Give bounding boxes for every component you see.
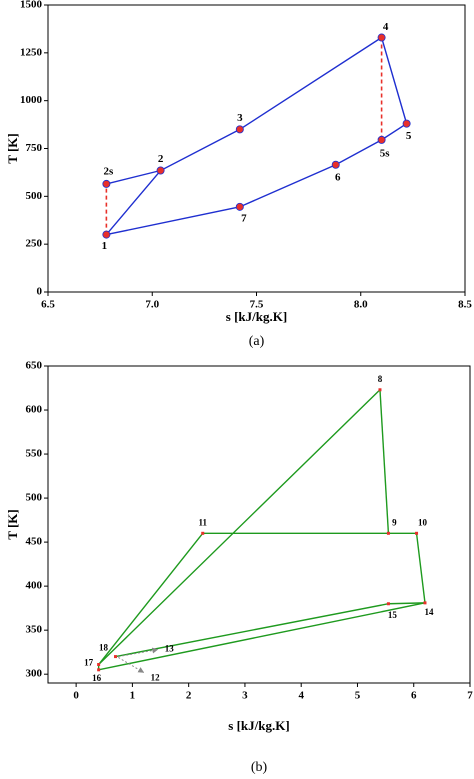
point-label: 15 — [388, 610, 398, 620]
point-label: 7 — [241, 212, 247, 224]
y-tick-label: 250 — [26, 238, 43, 250]
point-label: 3 — [237, 112, 243, 124]
x-tick-label: 7.5 — [250, 299, 264, 311]
y-tick-label: 1250 — [20, 46, 43, 58]
y-tick-label: 650 — [26, 360, 43, 372]
y-tick-label: 0 — [37, 286, 43, 298]
cycle-line — [97, 389, 426, 671]
point-label: 1 — [102, 240, 108, 252]
cycle-line — [98, 532, 204, 665]
state-point — [235, 125, 244, 134]
point-label: 14 — [424, 607, 434, 617]
x-tick-label: 8.5 — [458, 299, 472, 311]
x-tick-label: 5 — [355, 690, 361, 702]
point-label: 11 — [198, 517, 207, 527]
y-tick-label: 750 — [26, 142, 43, 154]
y-tick-label: 500 — [26, 492, 43, 504]
point-label: 2s — [103, 165, 114, 177]
y-tick-label: 1500 — [20, 0, 43, 11]
x-tick-label: 6.5 — [41, 299, 55, 311]
state-point — [235, 202, 244, 211]
state-point — [201, 531, 205, 535]
state-point — [331, 160, 340, 169]
cycle-line — [115, 602, 426, 658]
arrow — [118, 647, 159, 658]
state-point — [97, 663, 101, 667]
y-tick-label: 600 — [26, 404, 43, 416]
chart: 6.5 7.0 7.5 8.0 8.5 0 250 500 750 1000 1250 1500 s [… — [5, 0, 472, 349]
state-point — [378, 388, 382, 392]
state-point — [102, 179, 111, 188]
plot-frame — [47, 4, 466, 293]
state-point — [386, 602, 390, 606]
x-axis-label: s [kJ/kg.K] — [228, 718, 289, 733]
cycle-line — [379, 389, 390, 534]
caption: (b) — [251, 760, 268, 775]
x-tick-label: 1 — [130, 690, 136, 702]
x-tick-label: 7 — [467, 690, 473, 702]
arrow-label: 13 — [165, 644, 175, 654]
arrow — [118, 657, 145, 673]
y-tick-label: 300 — [26, 668, 43, 680]
x-axis-label: s [kJ/kg.K] — [226, 309, 287, 324]
state-point — [402, 119, 411, 128]
state-point — [415, 531, 419, 535]
state-point — [423, 601, 427, 605]
x-tick-label: 4 — [298, 690, 304, 702]
point-label: 17 — [84, 658, 94, 668]
plot-frame — [47, 365, 471, 684]
point-label: 2 — [158, 153, 164, 165]
point-label: 16 — [92, 673, 102, 683]
point-label: 10 — [418, 517, 428, 527]
y-tick-label: 550 — [26, 448, 43, 460]
x-tick-label: 7.0 — [145, 299, 159, 311]
x-tick-label: 6 — [411, 690, 417, 702]
state-point — [377, 33, 386, 42]
arrow-label: 12 — [151, 672, 161, 682]
x-tick-label: 8.0 — [354, 299, 368, 311]
y-axis-label: T [K] — [5, 509, 20, 539]
state-point — [377, 135, 386, 144]
state-point — [386, 531, 390, 535]
point-label: 18 — [99, 643, 109, 653]
x-tick-label: 0 — [73, 690, 79, 702]
point-label: 5 — [406, 130, 412, 142]
point-label: 8 — [378, 374, 383, 384]
y-tick-label: 500 — [26, 190, 43, 202]
y-tick-label: 350 — [26, 624, 43, 636]
state-point — [97, 668, 101, 672]
y-tick-label: 1000 — [20, 94, 43, 106]
cycle-line — [106, 169, 161, 185]
y-tick-label: 450 — [26, 536, 43, 548]
point-label: 5s — [380, 147, 391, 159]
point-label: 6 — [335, 171, 341, 183]
x-tick-label: 3 — [242, 690, 248, 702]
cycle-line — [105, 36, 408, 236]
x-tick-label: 2 — [186, 690, 192, 702]
y-tick-label: 400 — [26, 580, 43, 592]
y-axis-label: T [K] — [5, 133, 20, 163]
state-point — [156, 166, 165, 175]
caption: (a) — [249, 334, 265, 349]
state-point — [114, 655, 118, 659]
point-label: 4 — [383, 21, 389, 33]
point-label: 9 — [392, 517, 397, 527]
state-point — [102, 230, 111, 239]
